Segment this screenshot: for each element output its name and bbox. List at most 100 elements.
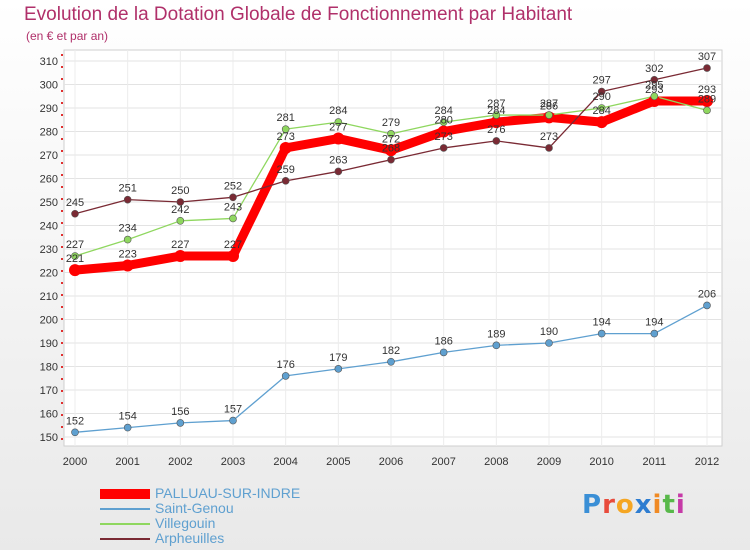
axis-dot	[61, 198, 63, 200]
data-label: 279	[382, 117, 400, 129]
axis-dot	[61, 210, 63, 212]
data-label: 290	[592, 91, 610, 103]
data-point	[492, 137, 501, 145]
data-point	[176, 217, 185, 225]
x-tick-label: 2005	[326, 456, 350, 468]
data-point	[229, 416, 237, 425]
y-tick-label: 270	[40, 150, 58, 162]
legend-swatch-palluau	[100, 489, 150, 499]
axis-dot	[61, 330, 63, 332]
data-label: 186	[434, 335, 452, 347]
data-point	[385, 144, 397, 157]
data-point	[174, 250, 187, 263]
legend-label-palluau: PALLUAU-SUR-INDRE	[155, 485, 301, 501]
data-point	[650, 76, 659, 84]
axis-dot	[61, 342, 63, 344]
data-point	[227, 250, 239, 263]
x-tick-label: 2006	[379, 456, 403, 468]
y-tick-label: 310	[40, 56, 58, 68]
x-tick-label: 2011	[643, 456, 667, 468]
data-point	[703, 106, 711, 115]
data-point	[334, 118, 343, 126]
data-point	[281, 177, 290, 185]
data-label: 287	[487, 98, 505, 110]
x-tick-label: 2010	[589, 456, 613, 468]
data-label: 179	[329, 352, 347, 364]
axis-dot	[61, 246, 63, 248]
data-point	[123, 195, 132, 204]
data-label: 284	[592, 105, 610, 117]
x-tick-label: 2003	[221, 456, 245, 468]
data-label: 276	[487, 124, 505, 136]
axis-dot	[61, 66, 63, 68]
data-label: 194	[592, 317, 610, 329]
data-label: 273	[540, 131, 558, 143]
data-point	[332, 132, 345, 145]
axis-dot	[61, 354, 63, 356]
x-tick-label: 2012	[695, 456, 719, 468]
axis-dot	[61, 186, 63, 188]
data-label: 286	[540, 100, 558, 112]
y-tick-label: 300	[40, 80, 58, 92]
data-point	[71, 252, 79, 260]
legend-label-arpheuilles: Arpheuilles	[155, 530, 225, 546]
data-label: 182	[382, 345, 400, 357]
data-point	[387, 357, 395, 366]
y-tick-label: 290	[40, 103, 58, 115]
data-label: 307	[698, 51, 716, 63]
data-label: 277	[329, 122, 347, 134]
data-label: 250	[171, 185, 189, 197]
y-tick-label: 180	[40, 362, 58, 374]
data-point	[123, 235, 132, 244]
data-point	[281, 372, 290, 380]
axis-dot	[61, 114, 63, 116]
axis-dot	[61, 222, 63, 224]
data-label: 293	[698, 84, 716, 96]
x-tick-label: 2007	[431, 456, 455, 468]
axis-dot	[61, 426, 63, 428]
data-label: 263	[329, 154, 347, 166]
legend-swatch-villegouin	[100, 523, 150, 525]
y-tick-label: 220	[40, 268, 58, 280]
data-label: 227	[224, 239, 242, 251]
data-point	[597, 87, 606, 96]
data-label: 284	[487, 105, 505, 117]
data-label: 227	[171, 239, 189, 251]
data-label: 194	[645, 317, 663, 329]
data-label: 206	[698, 288, 716, 300]
y-tick-label: 240	[40, 221, 58, 233]
axis-dot	[61, 294, 63, 296]
axis-dot	[61, 138, 63, 140]
data-point	[176, 198, 185, 206]
data-label: 243	[224, 201, 242, 213]
data-point	[595, 116, 608, 129]
data-point	[176, 419, 185, 427]
data-point	[545, 111, 553, 119]
data-point	[703, 64, 711, 72]
data-point	[439, 144, 448, 152]
series-group	[69, 64, 713, 437]
y-tick-label: 260	[40, 174, 58, 186]
data-label: 289	[698, 93, 716, 105]
data-label: 189	[487, 328, 505, 340]
data-label: 152	[66, 415, 84, 427]
data-label: 252	[224, 180, 242, 192]
legend-swatch-arpheuilles	[100, 538, 150, 540]
axis-dot	[61, 174, 63, 176]
data-point	[545, 339, 553, 347]
data-point	[71, 209, 79, 218]
data-point	[545, 144, 553, 152]
y-tick-label: 170	[40, 385, 58, 397]
axis-dot	[61, 150, 63, 152]
data-label: 156	[171, 406, 189, 418]
data-point	[387, 155, 395, 164]
data-label: 259	[276, 164, 294, 176]
data-point	[597, 104, 606, 112]
x-tick-label: 2009	[537, 456, 561, 468]
data-label: 190	[540, 326, 558, 338]
x-tick-label: 2000	[63, 456, 87, 468]
y-tick-label: 250	[40, 197, 58, 209]
axis-dot	[61, 306, 63, 308]
